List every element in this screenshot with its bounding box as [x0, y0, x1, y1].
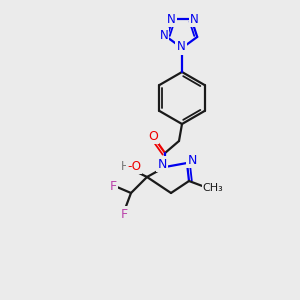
Text: N: N [177, 40, 185, 53]
Text: N: N [167, 13, 176, 26]
Text: N: N [190, 13, 199, 26]
Text: -O: -O [127, 160, 141, 172]
Text: N: N [157, 158, 167, 170]
Text: O: O [148, 130, 158, 142]
Text: N: N [187, 154, 197, 166]
Text: F: F [120, 208, 128, 220]
Text: F: F [110, 179, 117, 193]
Text: CH₃: CH₃ [202, 183, 224, 193]
Text: N: N [159, 29, 168, 42]
Text: H: H [121, 160, 129, 172]
